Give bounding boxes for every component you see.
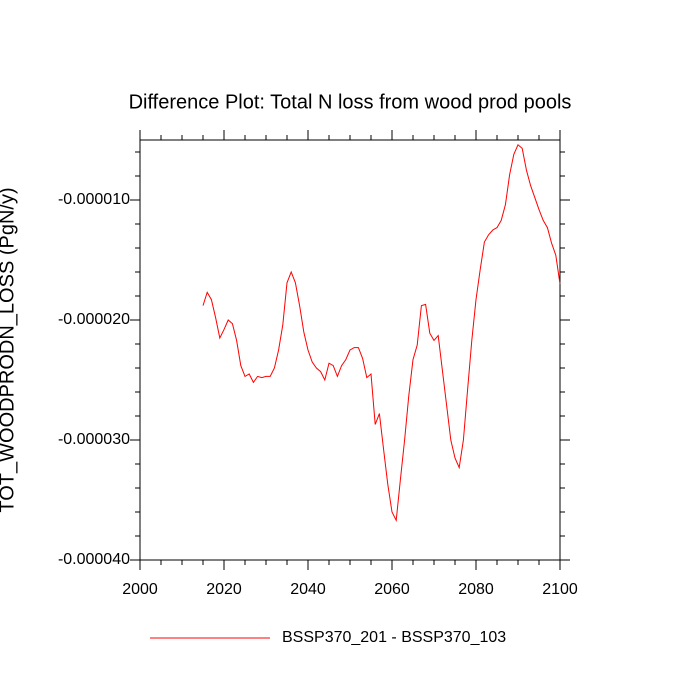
y-tick-label: -0.000010: [58, 191, 130, 208]
x-tick-label: 2020: [206, 581, 242, 598]
y-axis-label: TOT_WOODPRODN_LOSS (PgN/y): [0, 187, 18, 512]
data-line: [202, 143, 561, 523]
x-tick-label: 2040: [290, 581, 326, 598]
y-tick-label: -0.000030: [58, 431, 130, 448]
chart-title: Difference Plot: Total N loss from wood …: [129, 91, 572, 113]
x-tick-label: 2000: [122, 581, 158, 598]
x-tick-label: 2060: [374, 581, 410, 598]
legend-label: BSSP370_201 - BSSP370_103: [282, 629, 506, 646]
y-tick-label: -0.000040: [58, 551, 130, 568]
x-tick-label: 2100: [542, 581, 578, 598]
x-tick-label: 2080: [458, 581, 494, 598]
y-tick-label: -0.000020: [58, 311, 130, 328]
